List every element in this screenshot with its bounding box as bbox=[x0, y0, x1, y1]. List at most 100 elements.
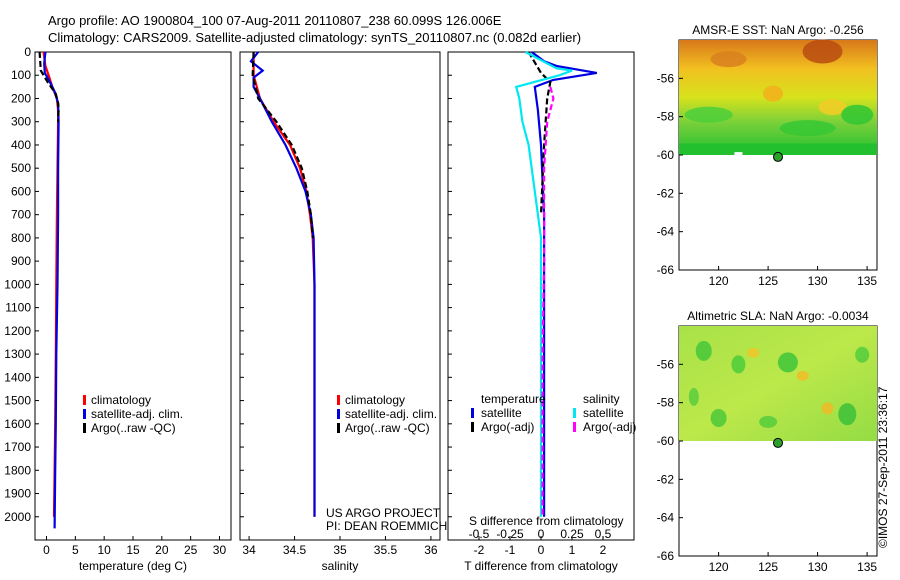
plot-frame bbox=[34, 51, 232, 541]
map-anomaly-patch bbox=[779, 120, 836, 137]
series-black-line bbox=[38, 51, 60, 122]
x2-tick-label: 0.25 bbox=[560, 527, 584, 541]
map-anomaly-patch bbox=[695, 340, 712, 361]
plot-frame bbox=[239, 51, 441, 541]
map-anomaly-patch bbox=[763, 85, 784, 102]
map-y-tick-label: -56 bbox=[657, 71, 675, 85]
legend-swatch-black bbox=[471, 422, 474, 432]
legend-swatch-blue bbox=[337, 409, 340, 419]
y-tick-label: 300 bbox=[11, 115, 31, 129]
map-anomaly-patch bbox=[759, 415, 778, 428]
map-y-tick-label: -56 bbox=[657, 357, 675, 371]
map-anomaly-patch bbox=[818, 99, 847, 116]
x-tick-label: 25 bbox=[184, 543, 198, 557]
x-tick-label: 5 bbox=[72, 543, 79, 557]
y-tick-label: 1200 bbox=[4, 324, 31, 338]
x2-tick-label: 0 bbox=[538, 527, 545, 541]
map-anomaly-patch bbox=[731, 355, 746, 374]
x-tick-label: 36 bbox=[424, 543, 438, 557]
x2-tick-label: -0.5 bbox=[469, 527, 490, 541]
argo-float-marker bbox=[773, 437, 783, 448]
legend-swatch-cyan bbox=[573, 408, 576, 418]
series-magenta-line bbox=[541, 86, 555, 517]
map-x-tick-label: 120 bbox=[709, 274, 729, 288]
x-tick-label: 2 bbox=[600, 543, 607, 557]
map-x-tick-label: 135 bbox=[857, 560, 877, 574]
y-tick-label: 500 bbox=[11, 161, 31, 175]
y-tick-label: 1600 bbox=[4, 417, 31, 431]
x-tick-label: 0 bbox=[538, 543, 545, 557]
map-anomaly-patch bbox=[688, 387, 699, 406]
map-y-tick-label: -60 bbox=[657, 148, 675, 162]
legend-swatch-red bbox=[83, 395, 86, 405]
legend-swatch-black bbox=[337, 423, 340, 433]
legend-label: Argo(-adj) bbox=[583, 420, 636, 434]
y-tick-label: 0 bbox=[24, 45, 31, 59]
map-anomaly-patch bbox=[796, 370, 809, 381]
map-anomaly-patch bbox=[855, 346, 870, 363]
y-tick-label: 1100 bbox=[5, 301, 31, 315]
y-tick-label: 1400 bbox=[4, 370, 31, 384]
map-anomaly-patch bbox=[821, 402, 834, 415]
map-x-tick-label: 130 bbox=[808, 560, 828, 574]
y-tick-label: 1900 bbox=[4, 487, 31, 501]
map-y-tick-label: -66 bbox=[657, 549, 675, 563]
legend-group-temperature: temperature bbox=[481, 392, 546, 406]
x-tick-label: 35.5 bbox=[374, 543, 398, 557]
map-y-tick-label: -66 bbox=[657, 263, 675, 277]
page-title-line2: Climatology: CARS2009. Satellite-adjuste… bbox=[48, 30, 582, 45]
temperature-panel: 0 5 10 15 20 25 300100200300400500600700800900… bbox=[4, 45, 232, 573]
legend-swatch-blue bbox=[83, 409, 86, 419]
argo-float-marker bbox=[773, 151, 783, 162]
y-tick-label: 1800 bbox=[4, 463, 31, 477]
map-anomaly-patch bbox=[710, 409, 727, 427]
map-anomaly-patch bbox=[747, 347, 760, 358]
page-title-line1: Argo profile: AO 1900804_100 07-Aug-2011… bbox=[48, 13, 502, 28]
map-y-tick-label: -64 bbox=[657, 511, 675, 525]
map-title: Altimetric SLA: NaN Argo: -0.0034 bbox=[687, 309, 869, 323]
series-cyan-line bbox=[514, 51, 573, 517]
map-anomaly-patch bbox=[710, 51, 747, 68]
series-blue-line bbox=[43, 51, 60, 529]
y-tick-label: 900 bbox=[11, 254, 31, 268]
map-y-tick-label: -62 bbox=[657, 472, 675, 486]
map-x-tick-label: 120 bbox=[709, 560, 729, 574]
map-y-tick-label: -64 bbox=[657, 225, 675, 239]
x-tick-label: -1 bbox=[505, 543, 516, 557]
x-axis-label: salinity bbox=[322, 559, 359, 573]
y-tick-label: 1700 bbox=[4, 440, 31, 454]
y-tick-label: 1500 bbox=[4, 394, 31, 408]
y-tick-label: 2000 bbox=[4, 510, 31, 524]
project-line1: US ARGO PROJECT bbox=[326, 506, 441, 520]
x-tick-label: 34.5 bbox=[283, 543, 307, 557]
map-y-tick-label: -58 bbox=[657, 110, 675, 124]
legend-label: climatology bbox=[91, 393, 151, 407]
sla-map-panel: Altimetric SLA: NaN Argo: -0.0034 120 125 1… bbox=[657, 309, 878, 574]
map-cold-band bbox=[679, 143, 877, 155]
legend-swatch-red bbox=[337, 395, 340, 405]
sst-map-panel: AMSR-E SST: NaN Argo: -0.256 120 125 130 135… bbox=[657, 23, 878, 288]
salinity-panel: 34 34.5 35 35.5 36 salinity climatologysatelli… bbox=[239, 51, 441, 573]
x-axis-label: temperature (deg C) bbox=[79, 559, 187, 573]
legend-label: satellite-adj. clim. bbox=[91, 407, 183, 421]
x-axis-label: T difference from climatology bbox=[464, 559, 618, 573]
map-anomaly-patch bbox=[684, 106, 733, 123]
x-tick-label: -2 bbox=[474, 543, 485, 557]
difference-panel: -2 -1 0 1 2 T difference from climatology temp… bbox=[447, 51, 636, 573]
x-tick-label: 35 bbox=[333, 543, 347, 557]
project-label: US ARGO PROJECT PI: DEAN ROEMMICH bbox=[326, 507, 447, 533]
legend-label: Argo(..raw -QC) bbox=[345, 421, 430, 435]
map-anomaly-patch bbox=[841, 104, 874, 125]
y-tick-label: 100 bbox=[11, 68, 31, 82]
map-title: AMSR-E SST: NaN Argo: -0.256 bbox=[692, 23, 864, 37]
map-y-tick-label: -58 bbox=[657, 396, 675, 410]
map-y-tick-label: -60 bbox=[657, 434, 675, 448]
y-tick-label: 700 bbox=[11, 208, 31, 222]
map-anomaly-patch bbox=[802, 39, 843, 64]
legend-label: climatology bbox=[345, 393, 405, 407]
map-anomaly-patch bbox=[777, 352, 798, 373]
y-tick-label: 200 bbox=[11, 91, 31, 105]
map-y-tick-label: -62 bbox=[657, 186, 675, 200]
map-x-tick-label: 125 bbox=[758, 274, 778, 288]
